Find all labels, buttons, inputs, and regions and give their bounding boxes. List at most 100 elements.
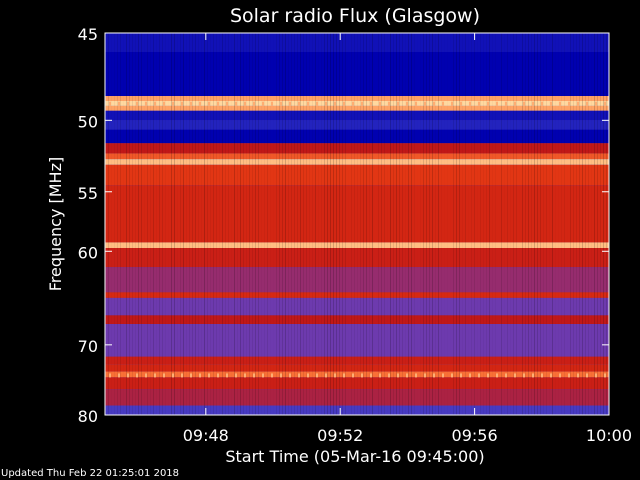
texture-stripe xyxy=(600,33,601,415)
texture-stripe xyxy=(564,33,565,415)
speckle-mark xyxy=(406,101,408,106)
texture-stripe xyxy=(369,33,370,415)
heatmap-band-23 xyxy=(105,377,609,390)
texture-stripe xyxy=(162,33,163,415)
speckle-mark xyxy=(334,373,336,378)
texture-stripe xyxy=(429,33,430,415)
speckle-mark xyxy=(343,373,345,378)
texture-stripe xyxy=(144,33,145,415)
texture-stripe xyxy=(408,33,409,415)
texture-stripe xyxy=(252,33,253,415)
texture-stripe xyxy=(333,33,334,415)
heatmap-area xyxy=(105,33,609,415)
heatmap-band-10 xyxy=(105,159,609,165)
texture-stripe xyxy=(450,33,451,415)
texture-stripe xyxy=(324,33,325,415)
texture-stripe xyxy=(444,33,445,415)
texture-stripe xyxy=(291,33,292,415)
speckle-mark xyxy=(199,373,201,378)
texture-stripe xyxy=(306,33,307,415)
x-tick-label: 10:00 xyxy=(586,426,632,445)
heatmap-band-9 xyxy=(105,153,609,160)
speckle-mark xyxy=(406,373,408,378)
texture-stripe xyxy=(354,33,355,415)
speckle-mark xyxy=(604,101,606,106)
speckle-mark xyxy=(478,373,480,378)
texture-stripe xyxy=(594,33,595,415)
texture-stripe xyxy=(381,33,382,415)
texture-stripe xyxy=(219,33,220,415)
texture-stripe xyxy=(567,33,568,415)
speckle-mark xyxy=(379,373,381,378)
texture-stripe xyxy=(537,33,538,415)
heatmap-band-8 xyxy=(105,143,609,154)
speckle-mark xyxy=(523,101,525,106)
speckle-mark xyxy=(109,101,111,106)
speckle-mark xyxy=(577,373,579,378)
texture-stripe xyxy=(405,33,406,415)
speckle-mark xyxy=(217,101,219,106)
speckle-mark xyxy=(280,101,282,106)
chart-title: Solar radio Flux (Glasgow) xyxy=(230,5,480,27)
speckle-mark xyxy=(424,373,426,378)
texture-stripe xyxy=(264,33,265,415)
speckle-mark xyxy=(136,373,138,378)
speckle-mark xyxy=(559,373,561,378)
speckle-mark xyxy=(316,101,318,106)
heatmap-band-14 xyxy=(105,247,609,268)
texture-stripe xyxy=(366,33,367,415)
speckle-mark xyxy=(190,373,192,378)
texture-stripe xyxy=(387,33,388,415)
texture-stripe xyxy=(156,33,157,415)
speckle-mark xyxy=(136,101,138,106)
texture-stripe xyxy=(519,33,520,415)
speckle-mark xyxy=(469,101,471,106)
texture-stripe xyxy=(384,33,385,415)
texture-stripe xyxy=(603,33,604,415)
texture-stripe xyxy=(141,33,142,415)
speckle-mark xyxy=(496,373,498,378)
texture-stripe xyxy=(390,33,391,415)
speckle-mark xyxy=(415,373,417,378)
texture-stripe xyxy=(189,33,190,415)
speckle-mark xyxy=(595,101,597,106)
y-tick-label: 60 xyxy=(78,243,98,262)
texture-stripe xyxy=(435,33,436,415)
speckle-mark xyxy=(235,101,237,106)
texture-stripe xyxy=(177,33,178,415)
texture-stripe xyxy=(267,33,268,415)
texture-stripe xyxy=(195,33,196,415)
speckle-mark xyxy=(388,373,390,378)
texture-stripe xyxy=(504,33,505,415)
texture-stripe xyxy=(468,33,469,415)
texture-stripe xyxy=(399,33,400,415)
texture-stripe xyxy=(477,33,478,415)
speckle-mark xyxy=(262,373,264,378)
speckle-mark xyxy=(298,101,300,106)
texture-stripe xyxy=(456,33,457,415)
texture-stripe xyxy=(183,33,184,415)
texture-stripe xyxy=(465,33,466,415)
texture-stripe xyxy=(543,33,544,415)
speckle-mark xyxy=(361,101,363,106)
speckle-mark xyxy=(118,101,120,106)
texture-stripe xyxy=(588,33,589,415)
speckle-mark xyxy=(487,373,489,378)
texture-stripe xyxy=(228,33,229,415)
speckle-mark xyxy=(181,101,183,106)
texture-stripe xyxy=(237,33,238,415)
speckle-mark xyxy=(235,373,237,378)
y-tick-label: 80 xyxy=(78,407,98,426)
texture-stripe xyxy=(255,33,256,415)
y-tick-label: 50 xyxy=(78,112,98,131)
texture-stripe xyxy=(411,33,412,415)
speckle-mark xyxy=(226,101,228,106)
texture-stripe xyxy=(348,33,349,415)
texture-stripe xyxy=(327,33,328,415)
texture-stripe xyxy=(423,33,424,415)
speckle-mark xyxy=(379,101,381,106)
speckle-mark xyxy=(154,373,156,378)
speckle-mark xyxy=(307,101,309,106)
speckle-mark xyxy=(343,101,345,106)
